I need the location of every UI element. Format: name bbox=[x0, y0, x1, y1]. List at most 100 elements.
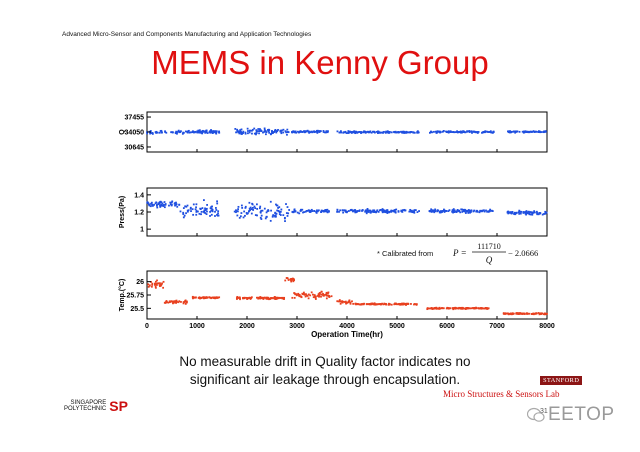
data-point bbox=[360, 303, 363, 305]
data-point bbox=[307, 293, 310, 296]
data-point bbox=[274, 128, 277, 131]
data-point bbox=[185, 212, 187, 215]
data-point bbox=[265, 211, 268, 214]
data-point bbox=[235, 209, 237, 212]
data-point bbox=[531, 313, 534, 315]
data-point bbox=[181, 132, 184, 135]
data-point bbox=[385, 130, 387, 133]
data-point bbox=[347, 130, 350, 132]
data-point bbox=[527, 210, 530, 213]
data-point bbox=[161, 282, 163, 285]
data-point bbox=[284, 220, 286, 223]
data-point bbox=[235, 211, 237, 214]
data-point bbox=[309, 294, 312, 297]
data-point bbox=[242, 130, 245, 133]
data-point bbox=[336, 209, 339, 211]
data-point bbox=[155, 280, 157, 283]
data-point bbox=[397, 131, 400, 134]
data-point bbox=[164, 301, 167, 304]
data-point bbox=[258, 132, 260, 135]
data-point bbox=[314, 297, 317, 299]
data-point bbox=[327, 292, 329, 295]
data-point bbox=[189, 131, 192, 134]
data-point bbox=[236, 298, 238, 300]
data-point bbox=[177, 130, 179, 133]
data-point bbox=[175, 130, 178, 133]
data-point bbox=[239, 129, 242, 131]
data-point bbox=[467, 212, 470, 214]
data-point bbox=[156, 204, 158, 207]
data-point bbox=[210, 129, 212, 131]
data-point bbox=[291, 277, 294, 280]
data-point bbox=[390, 303, 393, 306]
data-point bbox=[162, 204, 165, 206]
data-point bbox=[541, 312, 544, 315]
data-point bbox=[271, 297, 273, 299]
data-point bbox=[290, 280, 293, 283]
data-point bbox=[184, 302, 187, 305]
data-point bbox=[544, 130, 547, 133]
data-point bbox=[151, 132, 154, 134]
data-point bbox=[324, 210, 326, 213]
data-point bbox=[476, 132, 479, 134]
data-point bbox=[347, 301, 350, 304]
data-point bbox=[339, 209, 342, 212]
data-point bbox=[325, 131, 328, 133]
data-point bbox=[319, 130, 322, 133]
data-point bbox=[376, 132, 379, 134]
data-point bbox=[277, 297, 280, 300]
data-point bbox=[481, 210, 484, 213]
data-point bbox=[400, 209, 403, 212]
data-point bbox=[518, 212, 521, 215]
data-point bbox=[408, 131, 411, 134]
data-point bbox=[532, 211, 535, 214]
data-point bbox=[532, 312, 535, 315]
data-point bbox=[542, 313, 545, 316]
data-point bbox=[210, 209, 213, 212]
data-point bbox=[528, 312, 531, 315]
data-point bbox=[338, 131, 341, 134]
y-tick-label: 1.4 bbox=[134, 192, 144, 199]
data-point bbox=[156, 282, 159, 285]
data-point bbox=[365, 131, 368, 133]
data-point bbox=[309, 209, 311, 212]
data-point bbox=[416, 130, 419, 133]
data-point bbox=[449, 307, 451, 310]
data-point bbox=[298, 294, 301, 297]
data-point bbox=[179, 131, 182, 133]
data-point bbox=[186, 209, 189, 212]
data-point bbox=[371, 210, 374, 213]
data-point bbox=[159, 285, 161, 288]
chat-bubble-icon bbox=[527, 407, 545, 422]
data-point bbox=[508, 130, 510, 133]
data-point bbox=[190, 210, 192, 213]
data-point bbox=[375, 130, 378, 133]
data-point bbox=[523, 313, 526, 315]
data-point bbox=[380, 131, 383, 134]
data-point bbox=[182, 213, 185, 215]
data-point bbox=[375, 303, 378, 305]
data-point bbox=[382, 303, 385, 306]
data-point bbox=[155, 284, 158, 286]
data-point bbox=[247, 132, 249, 135]
data-point bbox=[242, 297, 245, 300]
data-point bbox=[415, 303, 417, 306]
data-point bbox=[203, 211, 206, 214]
data-point bbox=[439, 210, 442, 212]
data-point bbox=[468, 130, 471, 132]
data-point bbox=[149, 132, 151, 135]
data-point bbox=[478, 211, 481, 214]
data-point bbox=[345, 132, 348, 134]
data-point bbox=[281, 297, 284, 300]
data-point bbox=[529, 213, 532, 216]
data-point bbox=[431, 307, 434, 310]
data-point bbox=[236, 128, 238, 131]
data-point bbox=[521, 312, 523, 315]
data-point bbox=[401, 131, 403, 134]
data-point bbox=[174, 204, 177, 206]
data-point bbox=[214, 215, 216, 217]
data-point bbox=[369, 209, 372, 212]
data-point bbox=[381, 208, 384, 210]
data-point bbox=[280, 208, 283, 211]
data-point bbox=[243, 296, 246, 299]
